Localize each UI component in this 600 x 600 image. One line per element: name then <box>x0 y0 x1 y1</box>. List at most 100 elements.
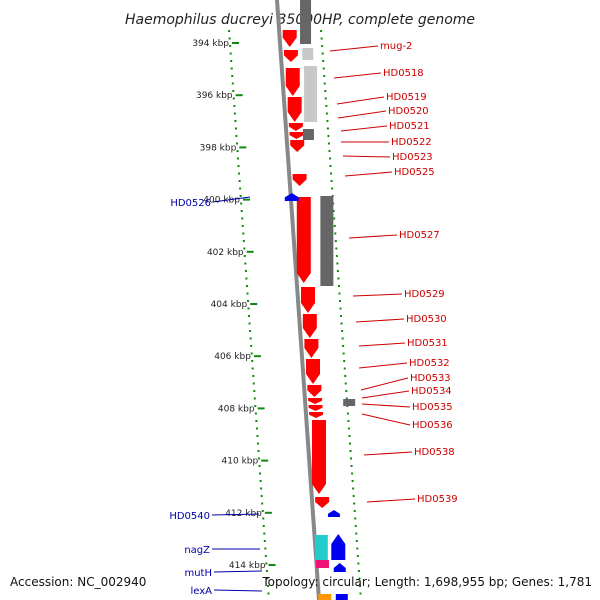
inner-ruler-dot <box>263 540 266 542</box>
outer-ruler-dot <box>320 30 323 32</box>
kbp-tick-label: 414 kbp <box>229 561 266 571</box>
inner-ruler-dot <box>249 337 252 340</box>
pink-gene-block <box>315 560 329 568</box>
kbp-tick-label: 402 kbp <box>207 248 244 258</box>
inner-ruler-dot <box>247 307 250 310</box>
label-leader-line <box>358 342 406 347</box>
inner-ruler-dot <box>266 585 269 587</box>
outer-ruler-dot <box>333 225 336 227</box>
inner-ruler-dot <box>254 412 257 415</box>
map-title: Haemophilus ducreyi 35000HP, complete ge… <box>125 12 475 28</box>
inner-ruler-dot <box>239 187 242 190</box>
inner-ruler-dot <box>241 225 244 227</box>
inner-ruler-dot <box>232 97 235 100</box>
outer-ruler-dot <box>334 240 337 242</box>
gene-label: HD0539 <box>417 494 458 505</box>
outer-ruler-dot <box>347 427 350 430</box>
label-leader-line <box>336 96 385 105</box>
inner-ruler-dot <box>237 157 240 160</box>
label-leader-line <box>329 45 379 52</box>
outer-ruler-dot <box>342 352 345 355</box>
red-gene-arrow <box>315 497 330 508</box>
outer-ruler-dot <box>329 165 332 167</box>
outer-ruler-dot <box>341 330 344 332</box>
inner-ruler-dot <box>246 292 249 295</box>
outer-ruler-dot <box>355 540 358 542</box>
inner-ruler-dot <box>263 532 266 535</box>
gray-gene-block <box>302 48 314 60</box>
inner-ruler-dot <box>266 577 269 580</box>
outer-ruler-dot <box>353 502 356 505</box>
red-gene-arrow <box>290 140 305 152</box>
outer-ruler-dot <box>327 142 330 145</box>
inner-ruler-dot <box>234 120 237 122</box>
inner-ruler-dot <box>256 442 259 445</box>
label-leader-line <box>363 451 413 456</box>
outer-ruler-dot <box>321 45 324 47</box>
red-gene-arrow <box>285 68 300 96</box>
outer-ruler-dot <box>341 337 344 340</box>
accession-text: Accession: NC_002940 <box>10 575 146 589</box>
outer-ruler-dot <box>338 292 341 295</box>
gene-label: HD0534 <box>411 386 452 397</box>
gene-label: HD0523 <box>392 152 433 163</box>
outer-ruler-dot <box>349 450 352 452</box>
gray-gene-block <box>320 196 334 286</box>
label-leader-line <box>352 293 403 297</box>
label-leader-line <box>361 390 410 399</box>
kbp-tick-label: 410 kbp <box>222 457 259 467</box>
inner-ruler-dot <box>235 142 238 145</box>
inner-ruler-dot <box>239 195 242 197</box>
outer-ruler-dot <box>340 322 343 325</box>
inner-ruler-dot <box>245 285 248 287</box>
inner-ruler-dot <box>254 405 257 407</box>
inner-ruler-dot <box>248 322 251 325</box>
red-gene-arrow <box>311 420 326 494</box>
outer-ruler-dot <box>320 37 323 40</box>
outer-ruler-dot <box>335 255 338 257</box>
inner-ruler-dot <box>264 547 267 550</box>
red-gene-arrow <box>308 398 323 404</box>
outer-ruler-dot <box>325 105 328 107</box>
outer-ruler-dot <box>352 487 355 490</box>
inner-ruler-dot <box>242 240 245 242</box>
outer-ruler-dot <box>337 277 340 280</box>
inner-ruler-dot <box>234 127 237 130</box>
inner-ruler-dot <box>252 382 255 385</box>
label-leader-line <box>344 171 393 177</box>
inner-ruler <box>228 30 270 595</box>
gene-label: mutH <box>184 568 212 579</box>
outer-ruler-dot <box>325 112 328 115</box>
inner-ruler-dot <box>251 367 254 370</box>
inner-ruler-dot <box>262 517 265 520</box>
label-leader-line <box>360 377 409 391</box>
gray-gene-block <box>304 66 318 122</box>
gene-label: HD0531 <box>407 338 448 349</box>
red-gene-arrow <box>307 385 322 397</box>
gene-label: nagZ <box>184 545 210 556</box>
red-gene-arrow <box>296 197 311 283</box>
gray-gene-block <box>302 129 314 140</box>
blue-gene-arrow <box>333 563 346 572</box>
inner-ruler-dot <box>244 262 247 265</box>
outer-ruler-dot <box>343 367 346 370</box>
inner-ruler-dot <box>230 67 233 70</box>
gray-gene-block <box>343 399 356 406</box>
outer-ruler-dot <box>346 412 349 415</box>
outer-ruler-dot <box>323 75 326 77</box>
inner-ruler-dot <box>267 592 270 595</box>
gene-label: HD0535 <box>412 402 453 413</box>
inner-ruler-dot <box>235 135 238 137</box>
label-leader-line <box>366 498 416 503</box>
label-leaders <box>211 45 416 592</box>
outer-ruler-dot <box>336 262 339 265</box>
gene-label: HD0519 <box>386 92 427 103</box>
outer-ruler-dot <box>350 465 353 467</box>
gray-gene-block <box>300 0 312 44</box>
label-leader-line <box>333 72 382 79</box>
kbp-tick-label: 408 kbp <box>218 404 255 414</box>
outer-ruler-dot <box>327 135 330 137</box>
outer-ruler-dot <box>343 360 346 362</box>
gene-labels: mug-2 HD0518 HD0519 HD0520 HD0521 HD0522 HD052… <box>169 41 457 597</box>
